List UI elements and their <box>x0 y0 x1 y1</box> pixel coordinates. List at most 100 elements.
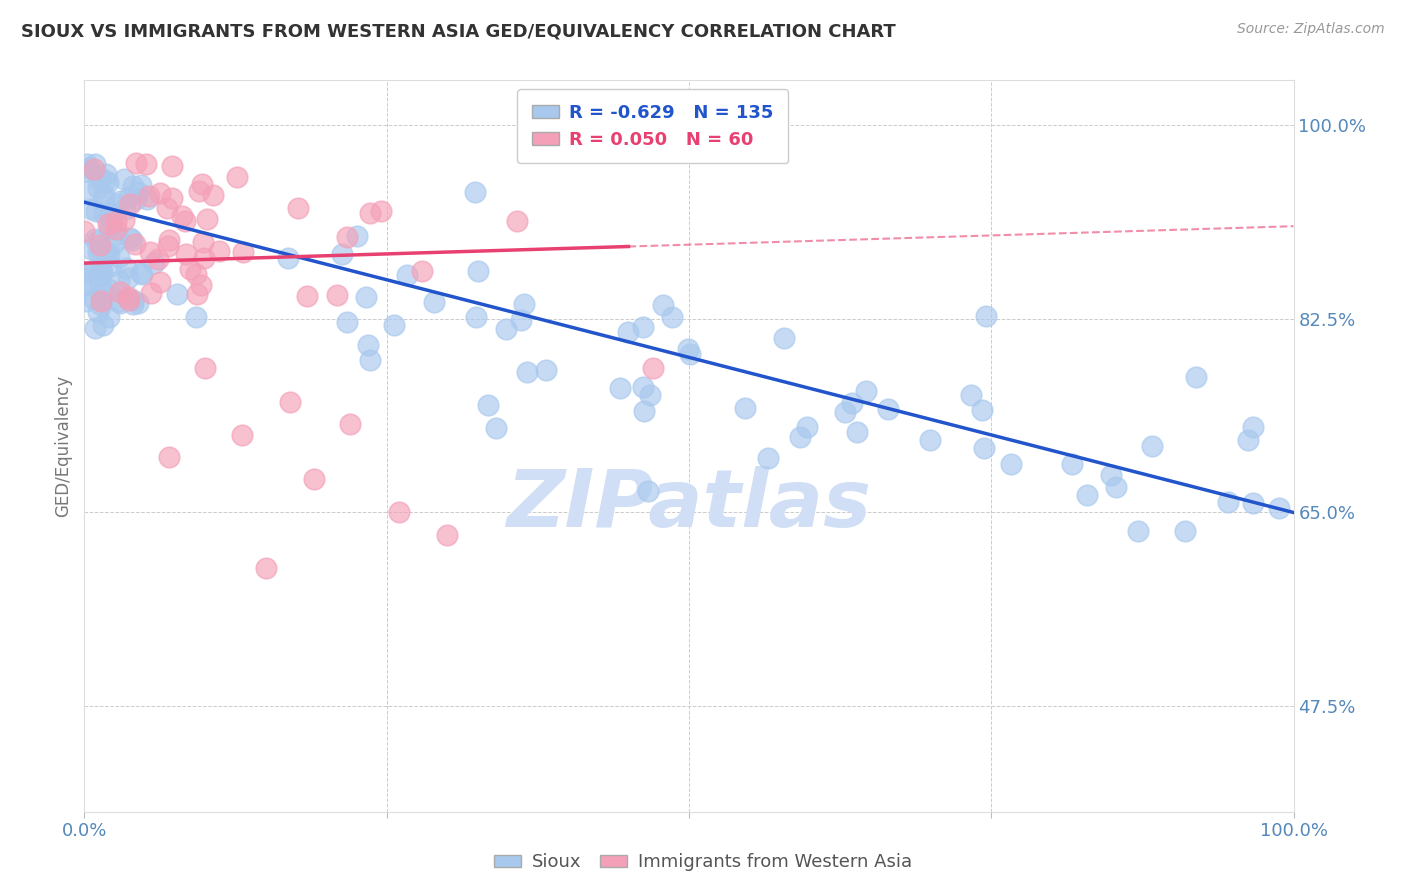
Point <box>135 192 157 206</box>
Point <box>108 194 131 208</box>
Point <box>157 450 180 464</box>
Point <box>876 401 898 416</box>
Point <box>117 292 139 306</box>
Point <box>121 233 143 247</box>
Point <box>87 180 110 194</box>
Point <box>1105 480 1128 494</box>
Point <box>191 235 214 250</box>
Point <box>98 248 121 262</box>
Point <box>90 268 112 282</box>
Point <box>484 421 506 435</box>
Point <box>91 318 114 332</box>
Point <box>1126 524 1149 539</box>
Point <box>105 227 128 242</box>
Point <box>188 184 211 198</box>
Point <box>191 177 214 191</box>
Point <box>506 214 529 228</box>
Point <box>254 561 277 575</box>
Point <box>100 213 122 227</box>
Point <box>918 433 941 447</box>
Point <box>139 286 162 301</box>
Point <box>534 362 557 376</box>
Point <box>190 277 212 292</box>
Point <box>76 157 98 171</box>
Point <box>194 361 217 376</box>
Point <box>80 202 103 216</box>
Point <box>841 396 863 410</box>
Point <box>734 401 756 416</box>
Point <box>277 252 299 266</box>
Point <box>633 380 655 394</box>
Point <box>160 191 183 205</box>
Point <box>93 192 115 206</box>
Point <box>97 217 120 231</box>
Point <box>87 234 110 248</box>
Point <box>125 156 148 170</box>
Point <box>98 282 121 296</box>
Point <box>516 365 538 379</box>
Point <box>118 293 141 308</box>
Point <box>388 506 411 520</box>
Point <box>125 192 148 206</box>
Point <box>495 322 517 336</box>
Point <box>97 175 120 189</box>
Point <box>477 398 499 412</box>
Point <box>108 274 131 288</box>
Point <box>195 212 218 227</box>
Point <box>357 338 380 352</box>
Point <box>1000 458 1022 472</box>
Point <box>121 296 143 310</box>
Point <box>278 394 301 409</box>
Point <box>127 185 149 199</box>
Point <box>201 188 224 202</box>
Point <box>1185 370 1208 384</box>
Point <box>834 405 856 419</box>
Point <box>146 252 169 266</box>
Point <box>339 417 361 431</box>
Point <box>100 259 122 273</box>
Point <box>359 206 381 220</box>
Point <box>411 263 433 277</box>
Point <box>75 277 97 292</box>
Point <box>162 159 184 173</box>
Point <box>679 346 702 360</box>
Point <box>1099 467 1122 482</box>
Point <box>184 310 207 325</box>
Point <box>232 245 254 260</box>
Point <box>208 244 231 258</box>
Point <box>789 430 811 444</box>
Point <box>129 178 152 192</box>
Point <box>110 285 132 299</box>
Point <box>127 295 149 310</box>
Point <box>83 263 105 277</box>
Point <box>336 315 359 329</box>
Point <box>83 161 105 176</box>
Point <box>112 213 135 227</box>
Point <box>89 242 111 256</box>
Legend: Sioux, Immigrants from Western Asia: Sioux, Immigrants from Western Asia <box>486 847 920 879</box>
Point <box>336 229 359 244</box>
Point <box>652 298 675 312</box>
Point <box>149 275 172 289</box>
Point <box>184 267 207 281</box>
Point <box>107 293 129 308</box>
Point <box>135 157 157 171</box>
Point <box>370 204 392 219</box>
Point <box>87 245 110 260</box>
Point <box>90 262 112 277</box>
Point <box>302 472 325 486</box>
Point <box>110 296 132 310</box>
Point <box>633 404 655 418</box>
Point <box>96 246 118 260</box>
Point <box>287 202 309 216</box>
Point <box>617 325 640 339</box>
Point <box>104 214 127 228</box>
Point <box>166 287 188 301</box>
Point <box>436 527 458 541</box>
Point <box>117 270 139 285</box>
Point <box>640 388 662 402</box>
Point <box>513 297 536 311</box>
Point <box>170 209 193 223</box>
Point <box>114 202 136 217</box>
Point <box>120 197 142 211</box>
